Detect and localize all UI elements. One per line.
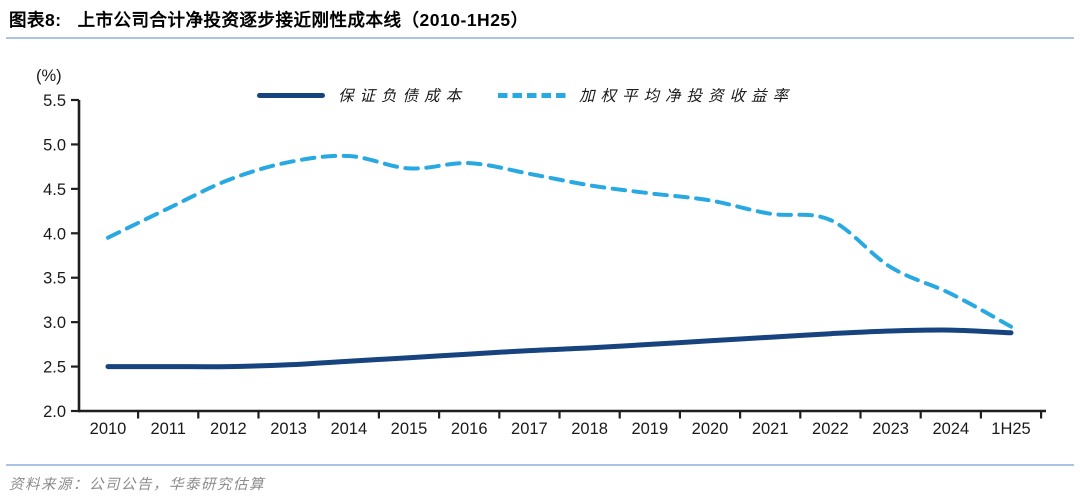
figure-label: 图表8: <box>9 10 62 30</box>
figure-title-row: 图表8: 上市公司合计净投资逐步接近刚性成本线（2010-1H25） <box>9 7 529 32</box>
series-yield-line <box>106 153 1013 329</box>
x-axis-tick-label: 2024 <box>932 420 969 438</box>
line-chart-svg: (%) 2.0 2.5 3.0 3.5 4.0 4.5 5.0 5.5 2010 2011 2012 2… <box>36 67 1046 438</box>
x-axis-tick-label: 2017 <box>511 420 548 438</box>
source-divider <box>6 464 1074 466</box>
x-axis-tick-label: 2019 <box>631 420 668 438</box>
x-axis-tick-label: 2022 <box>812 420 849 438</box>
source-note: 资料来源：公司公告，华泰研究估算 <box>9 477 265 493</box>
line-chart: (%) 2.0 2.5 3.0 3.5 4.0 4.5 5.0 5.5 2010 2011 2012 2… <box>0 55 1080 455</box>
x-axis-tick-label: 2016 <box>451 420 488 438</box>
x-axis-tick-label: 2012 <box>210 420 247 438</box>
legend-label-cost: 保证负债成本 <box>338 88 468 105</box>
figure-title: 上市公司合计净投资逐步接近刚性成本线（2010-1H25） <box>77 10 529 30</box>
y-axis-unit-label: (%) <box>36 67 62 85</box>
legend-swatch-yield-line <box>498 92 567 98</box>
x-axis-tick-label: 2010 <box>90 420 127 438</box>
y-axis-tick-label: 2.0 <box>43 403 66 421</box>
y-axis-tick-label: 5.0 <box>43 136 66 154</box>
y-axis-tick-label: 4.5 <box>43 181 66 199</box>
x-axis-tick-label: 2018 <box>571 420 608 438</box>
x-axis-tick-label: 1H25 <box>991 420 1030 438</box>
x-axis-tick-label: 2023 <box>872 420 909 438</box>
x-axis-tick-label: 2013 <box>270 420 307 438</box>
y-axis-tick-label: 4.0 <box>43 225 66 243</box>
legend-swatch-cost-line <box>257 92 325 98</box>
x-axis-tick-label: 2020 <box>692 420 729 438</box>
title-divider <box>6 37 1074 39</box>
x-axis-tick-label: 2014 <box>330 420 367 438</box>
y-axis-tick-label: 5.5 <box>43 92 66 110</box>
x-axis-tick-label: 2011 <box>150 420 185 438</box>
y-axis-tick-label: 3.0 <box>43 314 66 332</box>
x-axis-tick-label: 2021 <box>752 420 789 438</box>
y-axis-tick-label: 2.5 <box>43 359 66 377</box>
chart-legend: 保证负债成本 加权平均净投资收益率 <box>257 84 794 106</box>
y-axis-tick-label: 3.5 <box>43 270 66 288</box>
legend-label-yield: 加权平均净投资收益率 <box>579 88 795 105</box>
x-axis-tick-label: 2015 <box>391 420 428 438</box>
series-cost-line <box>105 327 1014 370</box>
